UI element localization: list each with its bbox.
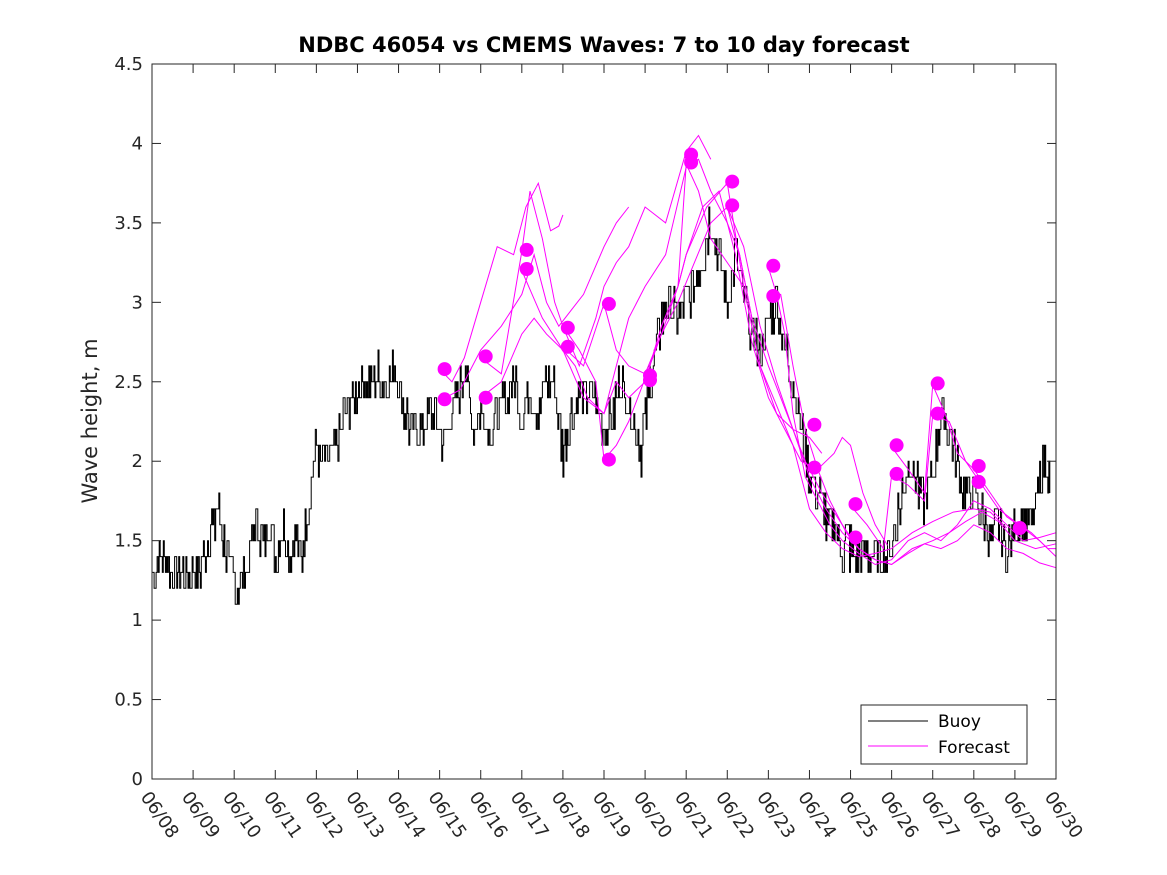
forecast-start-marker bbox=[930, 376, 945, 391]
forecast-series-line bbox=[767, 267, 1057, 566]
forecast-series-line bbox=[768, 293, 1057, 569]
y-tick-label: 3 bbox=[132, 292, 143, 313]
axes-background bbox=[152, 64, 1056, 779]
forecast-start-marker bbox=[601, 452, 616, 467]
y-axis-label: Wave height, m bbox=[78, 338, 102, 503]
legend-buoy-label: Buoy bbox=[938, 712, 981, 732]
forecast-start-marker bbox=[478, 390, 493, 405]
forecast-start-marker bbox=[560, 339, 575, 354]
forecast-start-marker bbox=[478, 349, 493, 364]
forecast-start-marker bbox=[725, 174, 740, 189]
forecast-start-marker bbox=[560, 320, 575, 335]
y-tick-label: 1.5 bbox=[114, 531, 143, 552]
forecast-start-marker bbox=[684, 155, 699, 170]
legend: Buoy Forecast bbox=[860, 704, 1028, 765]
forecast-start-marker bbox=[601, 296, 616, 311]
forecast-start-marker bbox=[889, 438, 904, 453]
forecast-start-marker bbox=[1012, 521, 1027, 535]
y-tick-label: 1 bbox=[132, 610, 143, 631]
forecast-start-marker bbox=[725, 198, 740, 213]
forecast-start-marker bbox=[437, 392, 452, 407]
forecast-start-marker bbox=[643, 373, 657, 388]
y-tick-label: 4.5 bbox=[114, 54, 143, 75]
y-tick-label: 2 bbox=[132, 451, 143, 472]
forecast-series-line bbox=[644, 163, 1008, 558]
forecast-start-marker bbox=[930, 406, 945, 421]
y-tick-label: 2.5 bbox=[114, 372, 143, 393]
forecast-series-line bbox=[439, 181, 564, 383]
forecast-start-marker bbox=[519, 262, 534, 276]
forecast-start-marker bbox=[807, 460, 822, 475]
forecast-start-marker bbox=[766, 258, 781, 273]
y-tick-label: 4 bbox=[132, 133, 143, 154]
legend-box bbox=[860, 704, 1028, 765]
forecast-series-line bbox=[480, 158, 753, 415]
forecast-start-marker bbox=[519, 242, 534, 257]
forecast-start-marker bbox=[848, 530, 863, 545]
forecast-series-line bbox=[480, 134, 712, 375]
data-layer bbox=[152, 134, 1057, 605]
forecast-start-marker bbox=[807, 417, 822, 432]
forecast-series-line bbox=[439, 206, 630, 402]
forecast-start-marker bbox=[971, 459, 986, 473]
y-tick-label: 0 bbox=[132, 769, 143, 790]
forecast-series-line bbox=[562, 190, 888, 546]
y-tick-label: 3.5 bbox=[114, 213, 143, 234]
chart-title: NDBC 46054 vs CMEMS Waves: 7 to 10 day f… bbox=[298, 33, 909, 57]
forecast-start-marker bbox=[848, 497, 863, 512]
legend-forecast-label: Forecast bbox=[938, 738, 1010, 758]
forecast-start-marker bbox=[889, 466, 904, 481]
forecast-start-marker bbox=[766, 289, 781, 303]
forecast-start-marker bbox=[971, 474, 986, 489]
forecast-start-marker bbox=[437, 362, 452, 377]
y-tick-label: 0.5 bbox=[114, 690, 143, 711]
